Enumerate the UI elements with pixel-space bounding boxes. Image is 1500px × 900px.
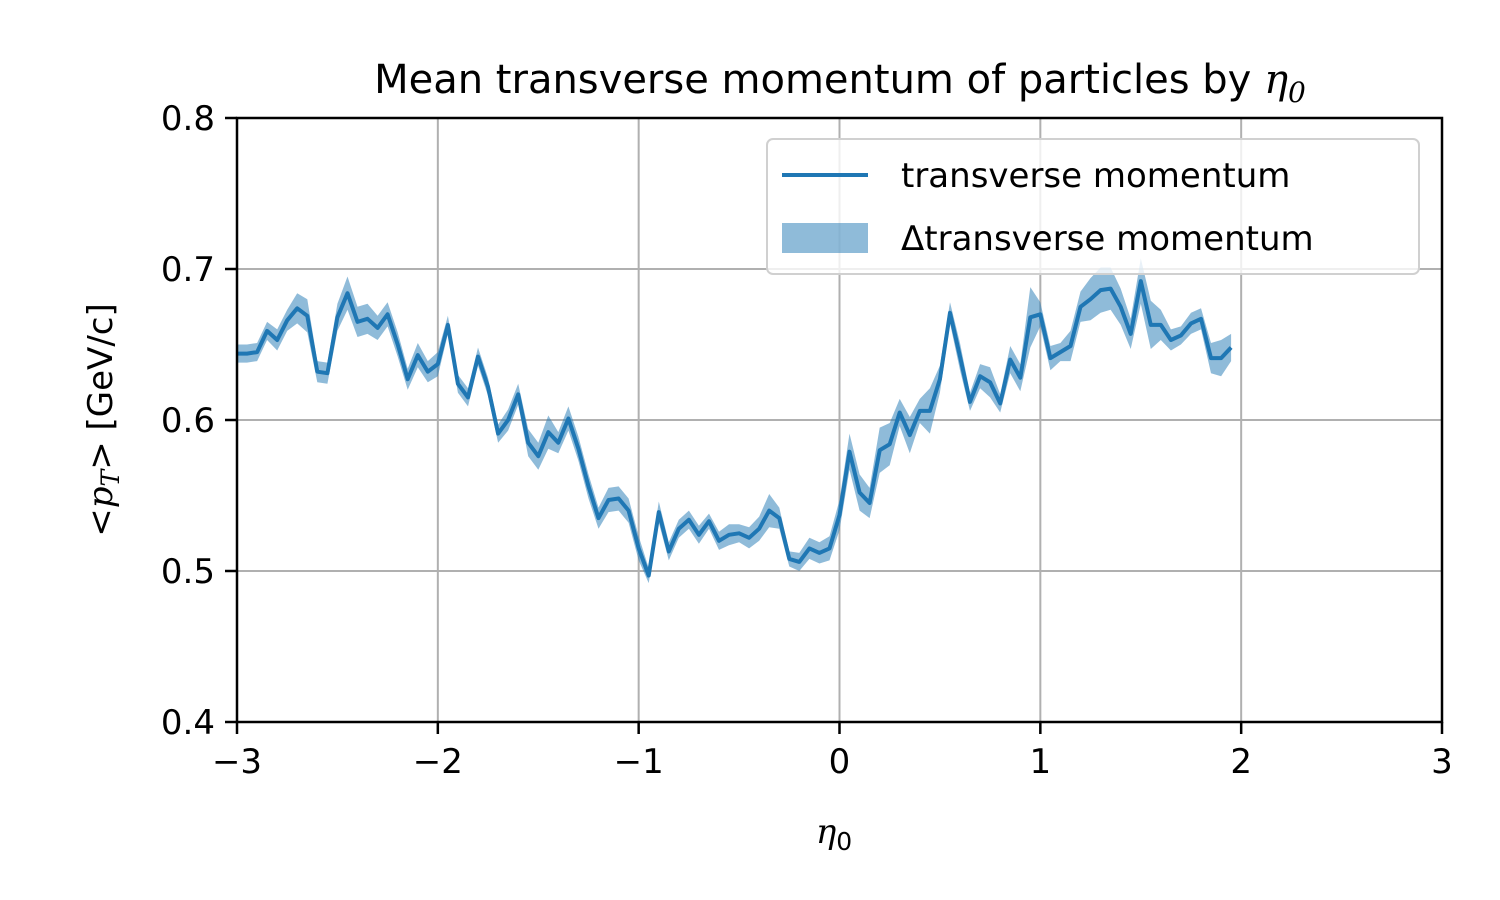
x-axis-label: η0 (816, 812, 852, 856)
x-tick-label: −1 (614, 742, 664, 782)
x-tick-label: 0 (829, 742, 851, 782)
legend-frame (766, 138, 1420, 275)
chart-title: Mean transverse momentum of particles by… (374, 57, 1306, 109)
y-tick-label: 0.5 (161, 552, 215, 592)
ticks: −3 −2 −1 0 1 2 3 0.4 0.5 0.6 0.7 0.8 (161, 99, 1453, 782)
y-tick-label: 0.7 (161, 250, 215, 290)
legend-label-line: transverse momentum (901, 156, 1290, 196)
x-tick-label: −3 (212, 742, 262, 782)
x-tick-label: −2 (413, 742, 463, 782)
x-tick-label: 3 (1431, 742, 1453, 782)
y-axis-label: <pT> [GeV/c] (81, 303, 125, 536)
y-tick-label: 0.8 (161, 99, 215, 139)
legend-band-swatch (782, 223, 868, 253)
series-line (237, 279, 1233, 578)
x-tick-label: 1 (1030, 742, 1052, 782)
y-tick-label: 0.4 (161, 703, 215, 743)
y-tick-label: 0.6 (161, 401, 215, 441)
legend: transverse momentum Δtransverse momentum (766, 138, 1420, 275)
legend-label-band: Δtransverse momentum (901, 219, 1314, 259)
x-tick-label: 2 (1230, 742, 1252, 782)
